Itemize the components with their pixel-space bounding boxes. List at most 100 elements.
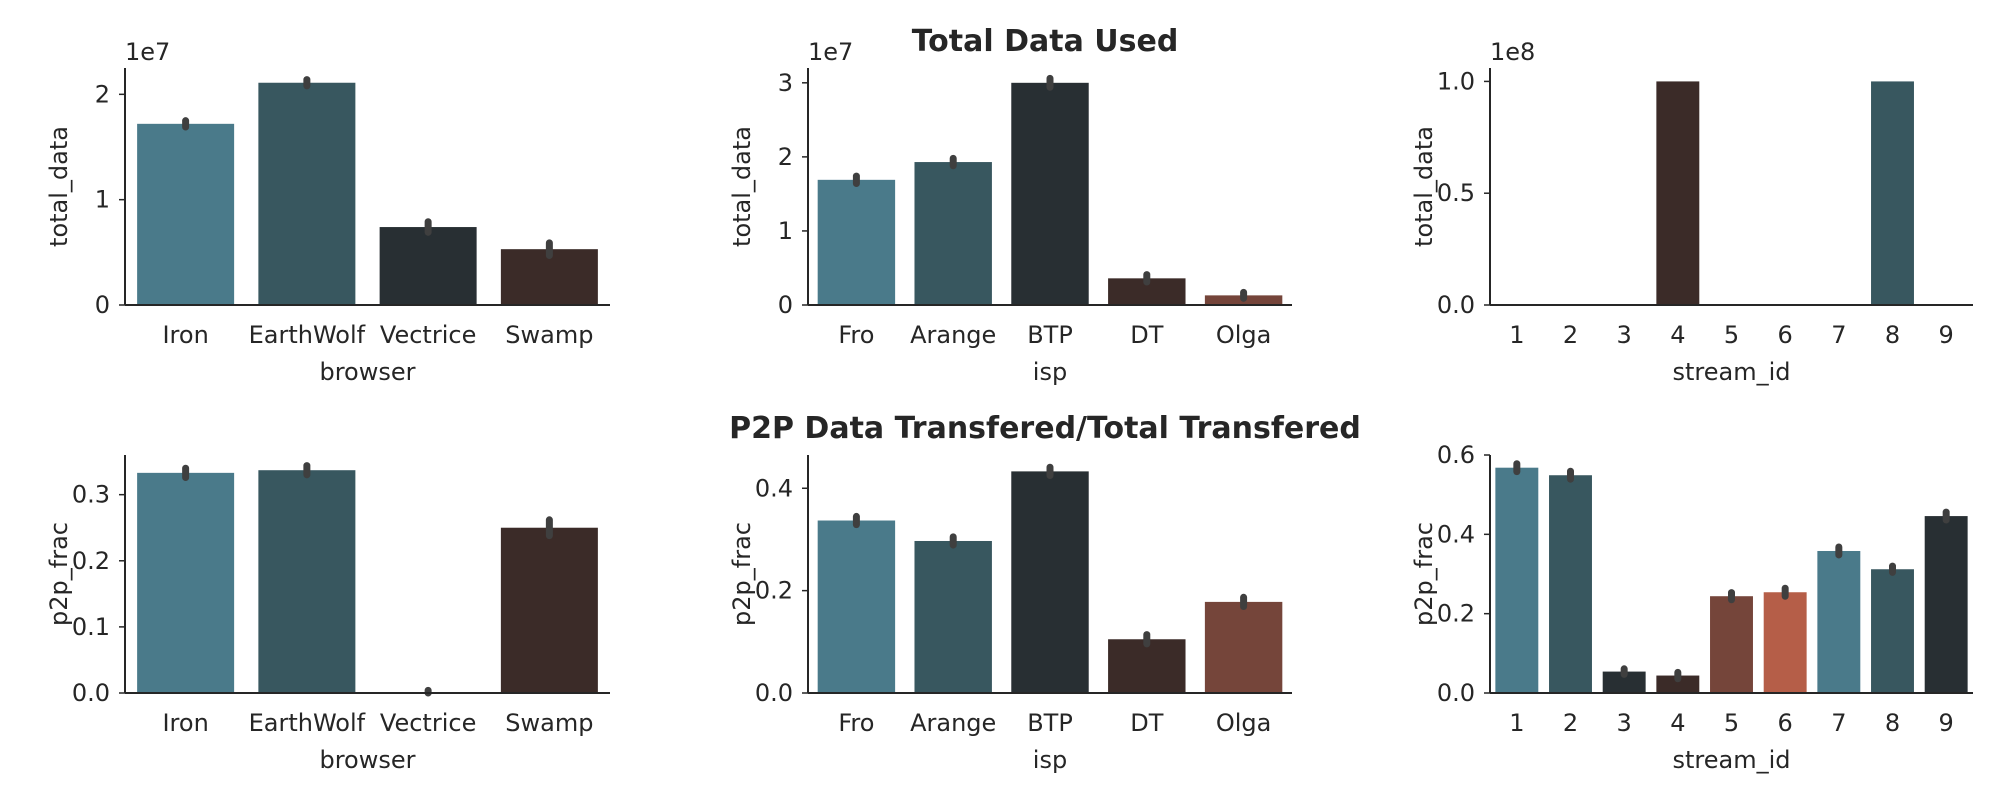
- bar: [1656, 675, 1700, 693]
- chart-panel: Fro Arange BTP DT Olga 0.0 0.2 0.4 isp p2p_frac: [728, 455, 1292, 774]
- bar: [914, 162, 992, 305]
- x-tick-label: 9: [1939, 321, 1954, 349]
- bar: [137, 472, 235, 693]
- x-tick-label: Swamp: [505, 321, 593, 349]
- y-tick-label: 0.5: [1437, 179, 1475, 207]
- x-tick-label: Arange: [910, 321, 996, 349]
- x-tick-label: 5: [1724, 709, 1739, 737]
- x-tick-label: Vectrice: [380, 709, 476, 737]
- bar: [1549, 475, 1592, 693]
- y-offset-label: 1e8: [1490, 38, 1535, 66]
- x-tick-label: 3: [1617, 709, 1632, 737]
- x-tick-label: 1: [1509, 321, 1524, 349]
- x-tick-label: DT: [1130, 709, 1163, 737]
- x-tick-label: Swamp: [505, 709, 593, 737]
- y-tick-label: 1: [778, 217, 793, 245]
- chart-panel: Iron EarthWolf Vectrice Swamp 0.0 0.1 0.2 0.3 br…: [45, 455, 610, 774]
- x-tick-label: BTP: [1027, 709, 1073, 737]
- x-tick-label: 4: [1670, 321, 1685, 349]
- x-tick-label: Vectrice: [380, 321, 476, 349]
- x-tick-label: Iron: [162, 321, 208, 349]
- chart-panels: Iron EarthWolf Vectrice Swamp 0 1 2 1e7 browser t…: [45, 38, 1973, 774]
- y-tick-label: 0.2: [1437, 600, 1475, 628]
- bar: [1204, 601, 1283, 693]
- bar: [1817, 550, 1861, 693]
- x-tick-label: Arange: [910, 709, 996, 737]
- x-tick-label: Olga: [1216, 321, 1272, 349]
- y-tick-label: 3: [778, 69, 793, 97]
- bar: [258, 470, 356, 693]
- y-tick-label: 1.0: [1437, 67, 1475, 95]
- x-tick-label: 6: [1778, 709, 1793, 737]
- y-axis-label: total_data: [1410, 126, 1438, 247]
- x-tick-label: 3: [1617, 321, 1632, 349]
- y-tick-label: 0.0: [755, 679, 793, 707]
- bar: [500, 527, 598, 693]
- chart-panel: Fro Arange BTP DT Olga 0 1 2 3 1e7 isp total_data: [728, 38, 1292, 386]
- y-tick-label: 2: [778, 143, 793, 171]
- y-tick-label: 0.4: [1437, 520, 1475, 548]
- chart-panel: 1 2 3 4 5 6 7 8 9 0.0 0.5 1.0 1e8 stream_id total_data: [1410, 38, 1973, 386]
- x-tick-label: 2: [1563, 709, 1578, 737]
- x-tick-label: 8: [1885, 321, 1900, 349]
- x-tick-label: 9: [1939, 709, 1954, 737]
- y-tick-label: 0.3: [72, 481, 110, 509]
- chart-panel: Iron EarthWolf Vectrice Swamp 0 1 2 1e7 browser t…: [45, 38, 610, 386]
- x-tick-label: 1: [1509, 709, 1524, 737]
- y-offset-label: 1e7: [808, 38, 853, 66]
- y-tick-label: 0.6: [1437, 441, 1475, 469]
- x-tick-label: 2: [1563, 321, 1578, 349]
- y-axis-label: p2p_frac: [728, 522, 756, 626]
- x-axis-label: browser: [319, 746, 415, 774]
- y-tick-label: 0.0: [72, 679, 110, 707]
- y-tick-label: 0.1: [72, 613, 110, 641]
- x-axis-label: stream_id: [1672, 358, 1790, 386]
- y-offset-label: 1e7: [125, 38, 170, 66]
- x-tick-label: 7: [1831, 709, 1846, 737]
- y-tick-label: 0: [95, 291, 110, 319]
- y-tick-label: 0: [778, 291, 793, 319]
- x-tick-label: EarthWolf: [249, 321, 366, 349]
- bar: [137, 123, 235, 306]
- bar: [1602, 671, 1646, 693]
- bar: [1871, 569, 1914, 693]
- bar: [817, 179, 896, 305]
- bar: [1495, 467, 1539, 693]
- chart-panel: 1 2 3 4 5 6 7 8 9 0.0 0.2 0.4 0.6 stream_id p2p_frac: [1410, 441, 1973, 774]
- bar: [1871, 81, 1914, 305]
- bar: [1011, 82, 1089, 305]
- y-axis-label: total_data: [728, 126, 756, 247]
- x-tick-label: 8: [1885, 709, 1900, 737]
- y-tick-label: 0.2: [755, 577, 793, 605]
- x-tick-label: 4: [1670, 709, 1685, 737]
- x-tick-label: Fro: [838, 321, 874, 349]
- x-tick-label: 6: [1778, 321, 1793, 349]
- x-tick-label: Fro: [838, 709, 874, 737]
- row-title-p2p-fraction: P2P Data Transfered/Total Transfered: [729, 411, 1361, 446]
- bar: [258, 82, 356, 305]
- x-axis-label: isp: [1033, 746, 1067, 774]
- y-tick-label: 0.2: [72, 547, 110, 575]
- y-tick-label: 0.0: [1437, 679, 1475, 707]
- y-axis-label: p2p_frac: [1410, 522, 1438, 626]
- x-tick-label: 5: [1724, 321, 1739, 349]
- x-axis-label: browser: [319, 358, 415, 386]
- bar: [914, 540, 992, 693]
- bar: [1108, 639, 1186, 693]
- y-tick-label: 1: [95, 186, 110, 214]
- bar: [1924, 516, 1968, 693]
- y-tick-label: 2: [95, 80, 110, 108]
- y-tick-label: 0.0: [1437, 291, 1475, 319]
- y-axis-label: total_data: [45, 126, 73, 247]
- x-tick-label: Iron: [162, 709, 208, 737]
- x-tick-label: Olga: [1216, 709, 1272, 737]
- x-axis-label: isp: [1033, 358, 1067, 386]
- x-tick-label: BTP: [1027, 321, 1073, 349]
- bar: [817, 520, 896, 693]
- row-title-total-data: Total Data Used: [912, 24, 1179, 59]
- x-tick-label: EarthWolf: [249, 709, 366, 737]
- x-axis-label: stream_id: [1672, 746, 1790, 774]
- y-axis-label: p2p_frac: [45, 522, 73, 626]
- y-tick-label: 0.4: [755, 474, 793, 502]
